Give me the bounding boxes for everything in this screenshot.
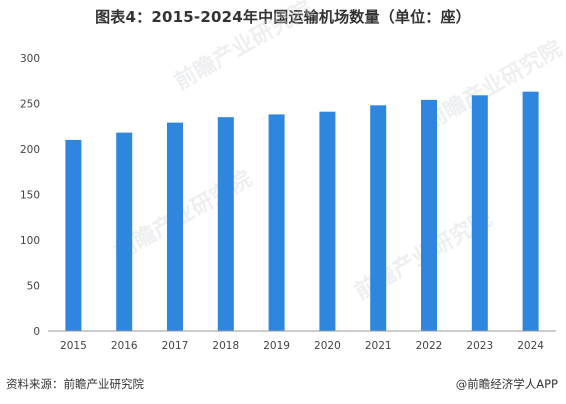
- bar-2016: [116, 132, 133, 331]
- watermark-text: 前瞻产业研究院: [170, 0, 316, 95]
- bar-2023: [471, 95, 488, 331]
- y-tick-label: 100: [20, 235, 40, 247]
- bar-2024: [522, 91, 539, 331]
- y-tick-label: 200: [20, 144, 40, 156]
- bar-2017: [167, 122, 183, 331]
- x-tick-label: 2021: [365, 340, 392, 352]
- x-tick-label: 2015: [60, 340, 87, 352]
- bar-2020: [319, 111, 336, 331]
- x-tick-label: 2017: [162, 340, 189, 352]
- x-tick-label: 2018: [212, 340, 239, 352]
- x-tick-label: 2020: [314, 340, 341, 352]
- source-note: 资料来源：前瞻产业研究院: [6, 377, 144, 391]
- bar-2015: [65, 139, 82, 331]
- brand-credit: @前瞻经济学人APP: [455, 377, 558, 391]
- bar-2019: [268, 114, 285, 331]
- x-tick-label: 2022: [416, 340, 443, 352]
- chart-title: 图表4：2015-2024年中国运输机场数量（单位：座）: [95, 8, 471, 26]
- watermark-text: 前瞻产业研究院: [420, 36, 566, 136]
- y-tick-label: 300: [20, 53, 40, 65]
- y-tick-label: 250: [20, 99, 40, 111]
- bar-2018: [217, 117, 234, 332]
- x-tick-label: 2019: [263, 340, 290, 352]
- y-tick-label: 150: [20, 190, 40, 202]
- x-tick-label: 2016: [111, 340, 138, 352]
- x-axis-ticks: 2015 2016 2017 2018 2019 2020 2021 2022 2023 2024: [60, 340, 544, 352]
- bars-group: [65, 91, 539, 332]
- y-tick-label: 0: [33, 326, 40, 338]
- y-tick-label: 50: [27, 281, 40, 293]
- x-tick-label: 2024: [517, 340, 544, 352]
- bar-2022: [421, 99, 437, 331]
- y-axis-ticks: 0 50 100 150 200 250 300: [20, 53, 40, 338]
- bar-2021: [370, 105, 387, 331]
- x-tick-label: 2023: [466, 340, 493, 352]
